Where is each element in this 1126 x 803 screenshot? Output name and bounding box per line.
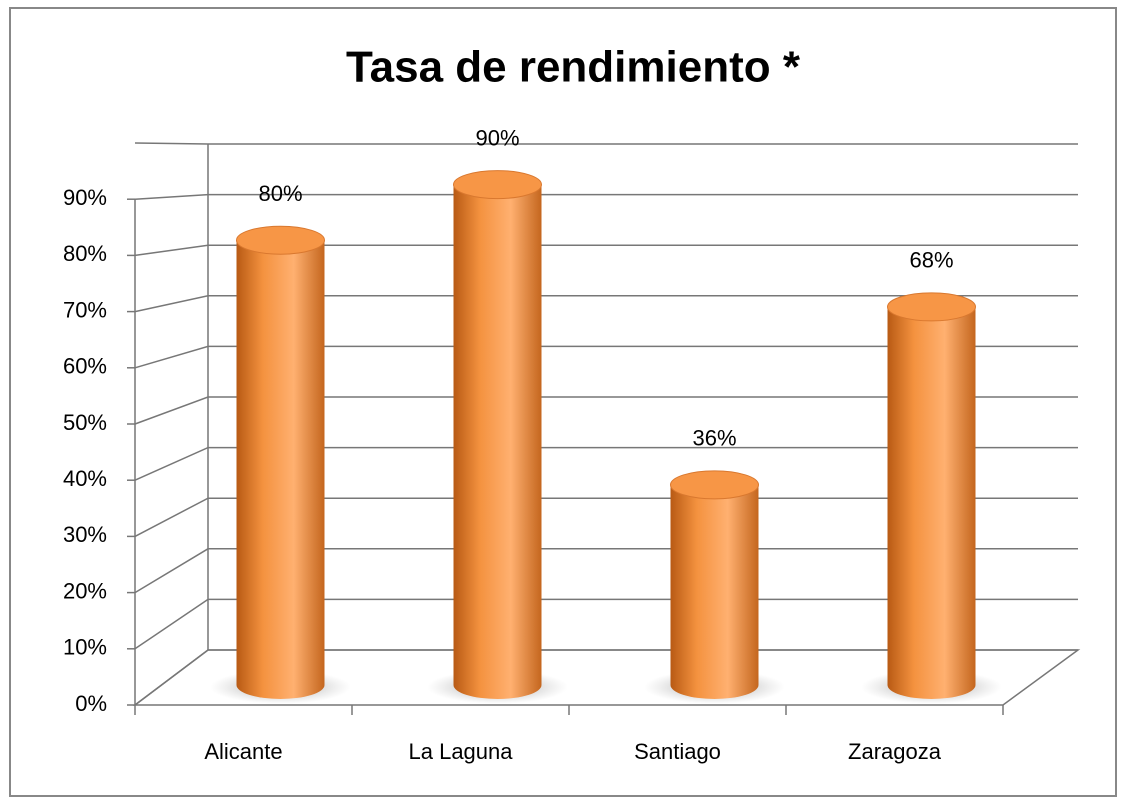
grid-line	[134, 497, 1078, 538]
y-tick-label: 10%	[63, 635, 107, 660]
y-tick-label: 80%	[63, 241, 107, 266]
grid-line	[134, 193, 1078, 200]
y-tick-label: 50%	[63, 410, 107, 435]
data-label: 80%	[258, 181, 302, 206]
grid-line	[134, 548, 1078, 594]
y-tick-label: 40%	[63, 466, 107, 491]
bar-top	[236, 225, 325, 255]
grid-line	[134, 649, 1078, 706]
y-tick-label: 20%	[63, 578, 107, 603]
x-tick-label: La Laguna	[409, 739, 514, 764]
x-tick-label: Santiago	[634, 739, 721, 764]
bar	[887, 306, 976, 699]
grid-line	[134, 446, 1078, 481]
data-label: 90%	[475, 125, 519, 150]
bar-top	[887, 292, 976, 322]
bar-top	[453, 170, 542, 200]
y-tick-label: 60%	[63, 354, 107, 379]
x-tick-label: Alicante	[204, 739, 282, 764]
chart-title: Tasa de rendimiento *	[346, 43, 801, 92]
grid-line	[134, 396, 1078, 425]
data-label: 36%	[692, 426, 736, 451]
bar	[670, 484, 759, 699]
grid-line	[134, 345, 1078, 369]
grid-line	[134, 295, 1078, 313]
y-tick-label: 90%	[63, 185, 107, 210]
y-tick-label: 0%	[75, 691, 107, 716]
bar	[236, 240, 325, 699]
x-tick-label: Zaragoza	[848, 739, 942, 764]
bar	[453, 184, 542, 700]
grid-line	[134, 244, 1078, 257]
y-tick-label: 70%	[63, 297, 107, 322]
data-label: 68%	[909, 248, 953, 273]
grid-line	[134, 598, 1078, 650]
bar-top	[670, 470, 759, 500]
y-tick-label: 30%	[63, 522, 107, 547]
